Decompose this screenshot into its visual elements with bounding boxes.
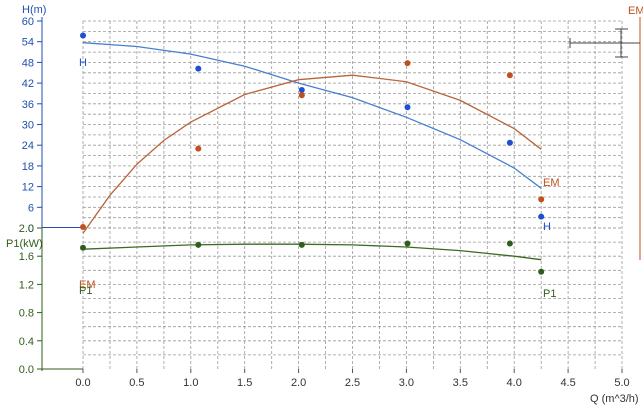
h-axis-tick-label: 18 bbox=[22, 161, 34, 173]
series-point-em bbox=[195, 145, 202, 152]
series-curve-em bbox=[82, 74, 542, 234]
series-start-label-h: H bbox=[79, 57, 87, 69]
series-point-h bbox=[80, 32, 86, 39]
series-point-p1 bbox=[538, 268, 545, 275]
series-point-h bbox=[538, 213, 545, 220]
x-axis-tick-label: 0.0 bbox=[75, 377, 90, 389]
x-axis-tick-label: 2.0 bbox=[291, 377, 306, 389]
series-point-p1 bbox=[298, 241, 305, 248]
series-start-label-p1: P1 bbox=[79, 285, 92, 297]
h-axis-tick-label: 30 bbox=[22, 120, 34, 132]
p1-axis-label: P1(kW) bbox=[6, 238, 43, 250]
series-point-em bbox=[506, 72, 513, 79]
h-axis-tick-label: 48 bbox=[22, 57, 34, 69]
p1-axis-tick-label: 0.4 bbox=[19, 336, 34, 348]
x-axis-tick-label: 1.5 bbox=[237, 377, 252, 389]
x-axis-tick-label: 1.0 bbox=[183, 377, 198, 389]
p1-axis-tick-label: 0.8 bbox=[19, 308, 34, 320]
series-point-em bbox=[404, 60, 411, 67]
h-axis-label: H(m) bbox=[22, 4, 46, 16]
series-point-p1 bbox=[80, 244, 86, 251]
x-axis-tick-label: 4.5 bbox=[560, 377, 575, 389]
series-end-label-p1: P1 bbox=[543, 288, 556, 300]
p1-axis-tick-label: 1.6 bbox=[19, 251, 34, 263]
h-axis-tick-label: 60 bbox=[22, 16, 34, 28]
series-point-h bbox=[195, 65, 202, 72]
x-axis-tick-label: 3.5 bbox=[453, 377, 468, 389]
x-axis-label: Q (m^3/h) bbox=[590, 393, 639, 405]
series-curve-p1 bbox=[82, 243, 542, 261]
em-axis-label: EM bbox=[628, 5, 643, 17]
series-point-em bbox=[298, 92, 305, 99]
series-curve-h bbox=[82, 42, 542, 189]
series-point-p1 bbox=[195, 241, 202, 248]
series-start-label-em: EM bbox=[79, 279, 96, 291]
series-point-p1 bbox=[404, 240, 411, 247]
h-axis-tick-label: 12 bbox=[22, 182, 34, 194]
p1-axis-tick-label: 0.0 bbox=[19, 364, 34, 376]
series-end-label-em: EM bbox=[543, 177, 560, 189]
series-point-em bbox=[80, 224, 86, 230]
h-axis-tick-label: 42 bbox=[22, 78, 34, 90]
x-axis-tick-label: 3.0 bbox=[399, 377, 414, 389]
p1-axis-tick-label: 2.0 bbox=[19, 223, 34, 235]
series-point-p1 bbox=[506, 240, 513, 247]
x-axis-tick-label: 0.5 bbox=[129, 377, 144, 389]
h-axis-tick-label: 54 bbox=[22, 37, 34, 49]
p1-axis-tick-label: 1.2 bbox=[19, 279, 34, 291]
series-point-h bbox=[506, 139, 513, 146]
h-axis-tick-label: 0 bbox=[28, 223, 34, 235]
series-end-label-h: H bbox=[543, 221, 551, 233]
h-axis-tick-label: 6 bbox=[28, 202, 34, 214]
x-axis-tick-label: 4.0 bbox=[507, 377, 522, 389]
h-axis-tick-label: 24 bbox=[22, 140, 34, 152]
series-point-h bbox=[298, 87, 305, 93]
x-axis-tick-label: 2.5 bbox=[345, 377, 360, 389]
x-axis-tick-label: 5.0 bbox=[614, 377, 629, 389]
series-point-em bbox=[538, 196, 545, 203]
series-point-h bbox=[404, 104, 411, 111]
h-axis-tick-label: 36 bbox=[22, 99, 34, 111]
